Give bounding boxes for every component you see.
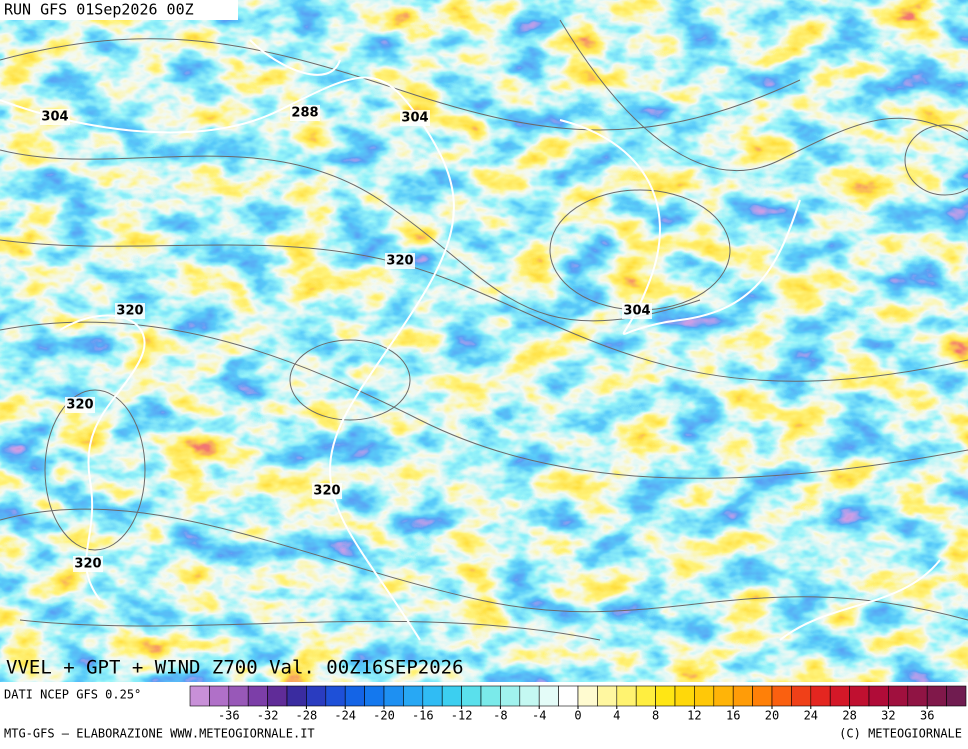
contour-label: 304 (401, 111, 428, 126)
vvel-field (0, 0, 968, 682)
colorbar-swatch (655, 685, 676, 707)
colorbar-swatch (616, 685, 637, 707)
colorbar-swatch (403, 685, 424, 707)
colorbar-swatch (189, 685, 210, 707)
colorbar-swatch (441, 685, 462, 707)
colorbar-swatch (713, 685, 734, 707)
contour-label: 288 (291, 106, 318, 121)
contour-label-bg (312, 483, 342, 499)
contour-label: 304 (41, 110, 68, 125)
colorbar-swatch (849, 685, 870, 707)
map-title: VVEL + GPT + WIND Z700 Val. 00Z16SEP2026 (6, 657, 464, 679)
colorbar-tick-label: 4 (613, 709, 620, 723)
colorbar-swatch (286, 685, 307, 707)
contour-label: 320 (313, 484, 340, 499)
source-label: DATI NCEP GFS 0.25° (4, 688, 141, 702)
colorbar-swatch (597, 685, 618, 707)
contour-label-bg (400, 110, 430, 126)
colorbar-tick-label: 32 (881, 709, 895, 723)
colorbar-tick-label: 20 (765, 709, 779, 723)
colorbar-swatch (480, 685, 501, 707)
colorbar-swatch (267, 685, 288, 707)
colorbar-swatch (558, 685, 579, 707)
colorbar-tick-label: 12 (687, 709, 701, 723)
colorbar-swatch (306, 685, 327, 707)
contour-label: 320 (116, 304, 143, 319)
colorbar-swatch (926, 685, 947, 707)
colorbar-swatch (461, 685, 482, 707)
colorbar-swatch (422, 685, 443, 707)
contour-label: 320 (66, 398, 93, 413)
colorbar-swatch (209, 685, 230, 707)
colorbar-swatch (907, 685, 928, 707)
credit-label: MTG-GFS — ELABORAZIONE WWW.METEOGIORNALE… (4, 727, 315, 741)
contour-label-bg (115, 303, 145, 319)
colorbar-swatch (364, 685, 385, 707)
contour-labels: 304 288 304 320 320 304 320 320 320 (40, 105, 652, 572)
colorbar-tick-label: 0 (574, 709, 581, 723)
colorbar: -36 -32 -28 -24 -20 -16 -12 -8 -4 0 4 8 12 16 20 24 28 32… (189, 685, 967, 723)
colorbar-tick-label: -4 (532, 709, 546, 723)
contour-label-bg (622, 303, 652, 319)
colorbar-swatch (325, 685, 346, 707)
colorbar-swatch (519, 685, 540, 707)
colorbar-tick-label: -24 (334, 709, 356, 723)
colorbar-swatch (344, 685, 365, 707)
colorbar-swatch (791, 685, 812, 707)
contour-label-bg (40, 109, 70, 125)
colorbar-tick-label: 36 (920, 709, 934, 723)
colorbar-swatch (732, 685, 753, 707)
colorbar-swatch (888, 685, 909, 707)
colorbar-tick-label: 8 (652, 709, 659, 723)
colorbar-swatch (635, 685, 656, 707)
run-label: RUN GFS 01Sep2026 00Z (4, 1, 194, 19)
colorbar-swatch (383, 685, 404, 707)
colorbar-swatch (228, 685, 249, 707)
contour-label: 320 (386, 254, 413, 269)
contour-label-bg (290, 105, 320, 121)
colorbar-swatch (694, 685, 715, 707)
contour-label-bg (65, 397, 95, 413)
colorbar-swatch (500, 685, 521, 707)
colorbar-swatch (810, 685, 831, 707)
colorbar-tick-label: -28 (296, 709, 318, 723)
header-box (0, 0, 238, 20)
colorbar-tick-label: -36 (218, 709, 240, 723)
colorbar-swatch (247, 685, 268, 707)
colorbar-swatch (868, 685, 889, 707)
contour-label-bg (385, 253, 415, 269)
colorbar-swatch (946, 685, 967, 707)
colorbar-tick-label: -12 (451, 709, 473, 723)
colorbar-tick-label: -20 (373, 709, 395, 723)
contour-label: 320 (74, 557, 101, 572)
colorbar-tick-label: 28 (842, 709, 856, 723)
copyright-label: (C) METEOGIORNALE (839, 727, 962, 741)
colorbar-swatch (577, 685, 598, 707)
colorbar-swatch (752, 685, 773, 707)
colorbar-tick-label: 16 (726, 709, 740, 723)
colorbar-swatch (538, 685, 559, 707)
colorbar-swatch (771, 685, 792, 707)
colorbar-tick-label: -8 (493, 709, 507, 723)
contour-label-bg (73, 556, 103, 572)
contour-label: 304 (623, 304, 650, 319)
colorbar-swatch (829, 685, 850, 707)
colorbar-tick-label: -32 (257, 709, 279, 723)
colorbar-tick-label: 24 (804, 709, 818, 723)
colorbar-tick-label: -16 (412, 709, 434, 723)
colorbar-swatch (674, 685, 695, 707)
